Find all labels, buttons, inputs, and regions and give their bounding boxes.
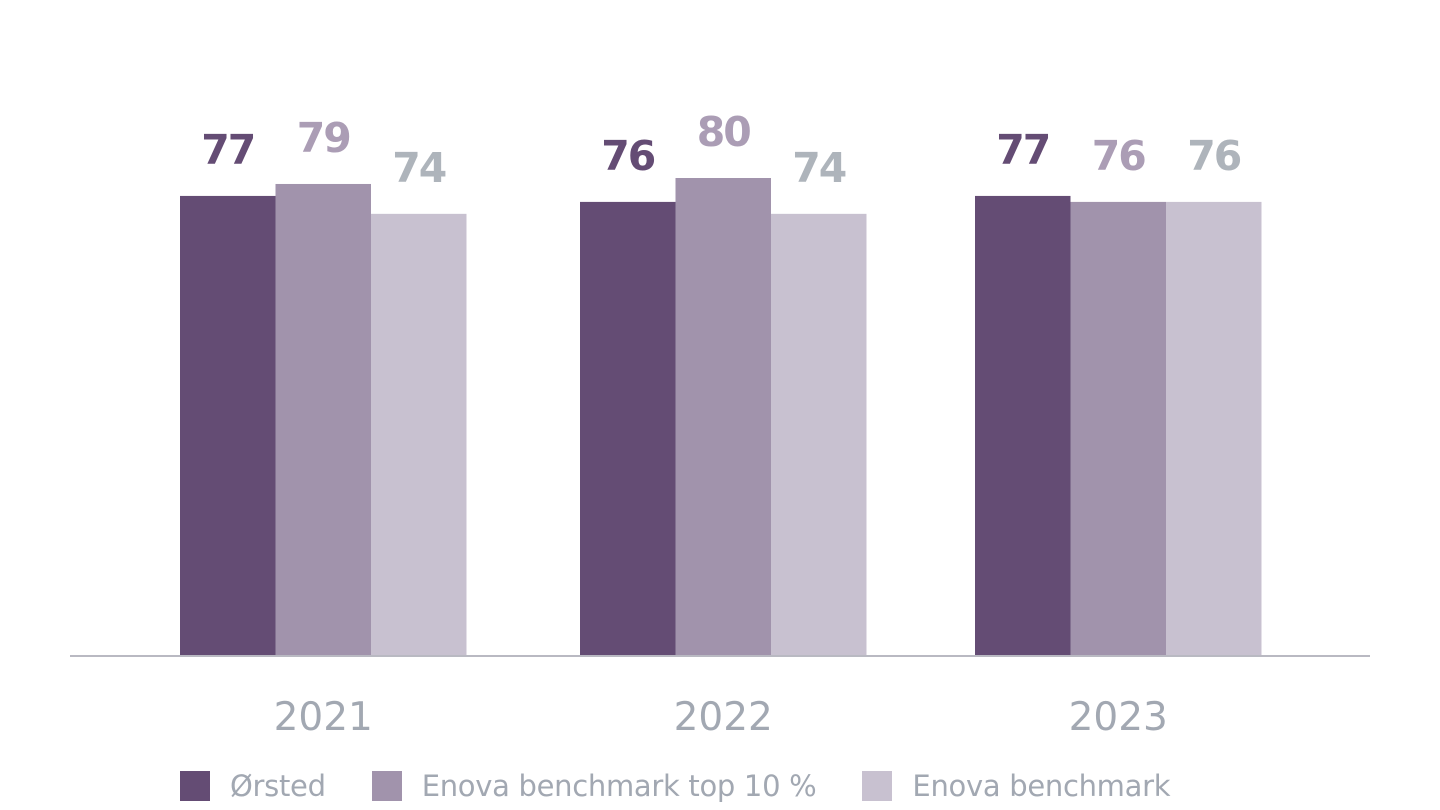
bar-2022-series-2 xyxy=(771,213,867,656)
legend-label-enova-benchmark: Enova benchmark xyxy=(912,769,1171,803)
legend-swatch-enova-top10 xyxy=(371,771,402,801)
value-label-2022-series-0: 76 xyxy=(601,132,655,180)
value-label-2023-series-0: 77 xyxy=(996,126,1049,174)
legend-swatch-enova-benchmark xyxy=(862,771,893,801)
bars-group xyxy=(180,178,1262,657)
value-label-2023-series-1: 76 xyxy=(1092,132,1146,180)
value-label-2021-series-2: 74 xyxy=(392,144,446,192)
bar-2023-series-1 xyxy=(1070,201,1166,656)
value-label-2023-series-2: 76 xyxy=(1187,132,1241,180)
value-label-2021-series-1: 79 xyxy=(297,114,350,162)
legend-item-enova-top10: Enova benchmark top 10 % xyxy=(371,769,817,803)
x-tick-label-2022: 2022 xyxy=(674,695,773,740)
bar-chart: 77 79 74 76 80 74 77 76 76 2021 2022 2023 xyxy=(70,108,1370,740)
legend-item-orsted: Ørsted xyxy=(180,769,326,803)
legend: Ørsted Enova benchmark top 10 % Enova be… xyxy=(180,766,1216,806)
legend-item-enova-benchmark: Enova benchmark xyxy=(862,769,1171,803)
bar-2022-series-1 xyxy=(675,178,771,656)
bar-2022-series-0 xyxy=(580,201,676,656)
value-label-2021-series-0: 77 xyxy=(201,126,254,174)
value-labels-group: 77 79 74 76 80 74 77 76 76 xyxy=(201,108,1243,192)
x-tick-label-2021: 2021 xyxy=(274,695,373,740)
legend-label-orsted: Ørsted xyxy=(230,769,326,803)
value-label-2022-series-1: 80 xyxy=(697,108,751,156)
bar-2023-series-2 xyxy=(1166,201,1262,656)
bar-2021-series-1 xyxy=(275,183,371,656)
bar-2021-series-2 xyxy=(371,213,467,656)
bar-2021-series-0 xyxy=(180,195,276,657)
x-tick-labels-group: 2021 2022 2023 xyxy=(274,695,1168,740)
bar-2023-series-0 xyxy=(975,195,1071,657)
x-tick-label-2023: 2023 xyxy=(1069,695,1168,740)
value-label-2022-series-2: 74 xyxy=(792,144,846,192)
legend-swatch-orsted xyxy=(180,771,210,801)
legend-label-enova-top10: Enova benchmark top 10 % xyxy=(421,769,817,803)
